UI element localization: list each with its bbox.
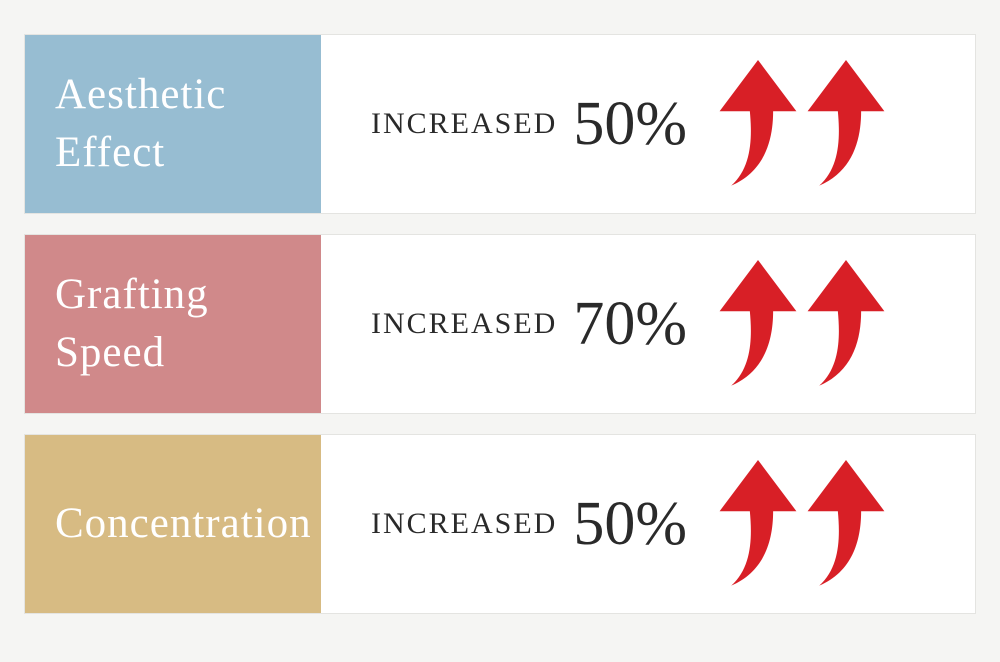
stat-row: Grafting Speed INCREASED 70% — [24, 234, 976, 414]
percent-value: 50% — [573, 489, 687, 560]
arrow-group — [715, 260, 889, 388]
increased-word: INCREASED — [371, 107, 557, 141]
value-cell: INCREASED 50% — [321, 35, 975, 213]
label-line2: Speed — [55, 329, 165, 376]
row-label: Concentration — [55, 495, 312, 553]
row-label: Aesthetic Effect — [55, 66, 226, 182]
increased-word: INCREASED — [371, 307, 557, 341]
value-cell: INCREASED 50% — [321, 435, 975, 613]
percent-value: 70% — [573, 289, 687, 360]
up-arrow-icon — [715, 460, 801, 588]
up-arrow-icon — [715, 260, 801, 388]
stat-row: Concentration INCREASED 50% — [24, 434, 976, 614]
label-line1: Aesthetic — [55, 71, 226, 118]
up-arrow-icon — [803, 460, 889, 588]
stat-row: Aesthetic Effect INCREASED 50% — [24, 34, 976, 214]
label-cell-grafting: Grafting Speed — [25, 235, 321, 413]
up-arrow-icon — [803, 60, 889, 188]
label-line2: Effect — [55, 129, 165, 176]
value-cell: INCREASED 70% — [321, 235, 975, 413]
label-line1: Concentration — [55, 500, 312, 547]
arrow-group — [715, 460, 889, 588]
arrow-group — [715, 60, 889, 188]
up-arrow-icon — [803, 260, 889, 388]
label-cell-aesthetic: Aesthetic Effect — [25, 35, 321, 213]
up-arrow-icon — [715, 60, 801, 188]
percent-value: 50% — [573, 89, 687, 160]
infographic-container: Aesthetic Effect INCREASED 50% Grafting … — [0, 0, 1000, 638]
label-line1: Grafting — [55, 271, 209, 318]
increased-word: INCREASED — [371, 507, 557, 541]
label-cell-concentration: Concentration — [25, 435, 321, 613]
row-label: Grafting Speed — [55, 266, 209, 382]
